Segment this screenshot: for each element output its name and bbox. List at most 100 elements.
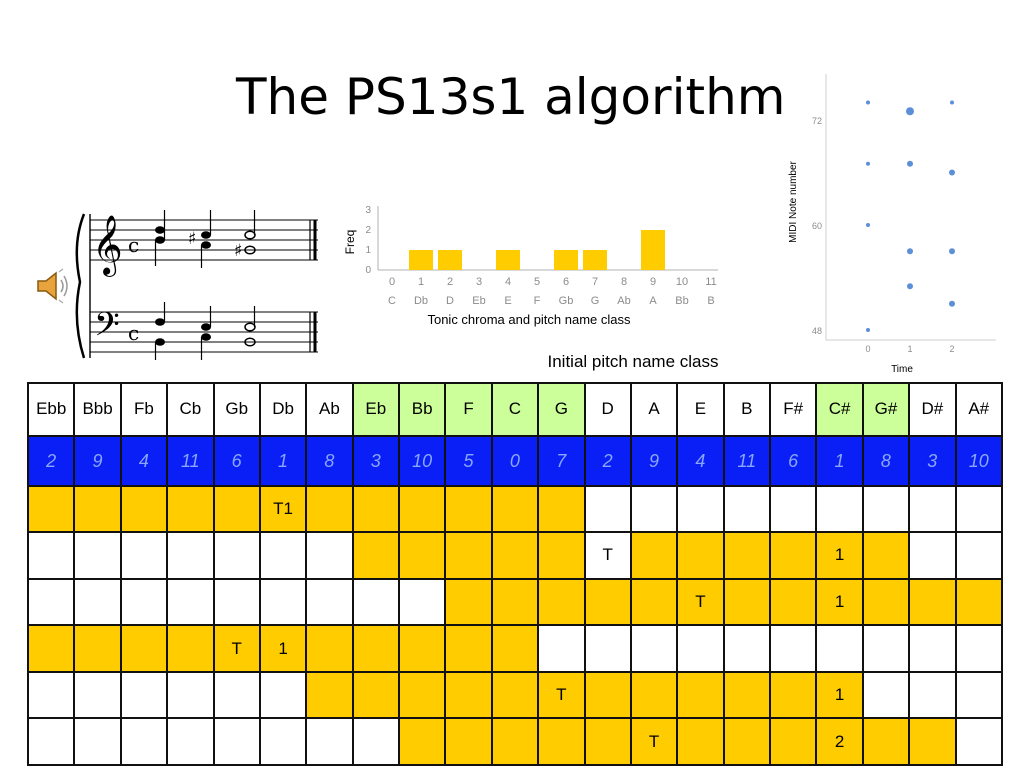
index-cell: 6 — [212, 434, 261, 487]
index-cell: 9 — [73, 434, 122, 487]
grid-cell — [26, 624, 76, 673]
grid-cell — [583, 717, 632, 766]
index-cell: 3 — [351, 434, 401, 487]
scatter-yticks: 72 60 48 — [812, 116, 822, 336]
grid-cell — [166, 670, 215, 720]
slide-title: The PS13s1 algorithm — [236, 68, 786, 126]
grid-cell — [490, 577, 540, 627]
index-cell: 11 — [166, 434, 215, 487]
svg-text:♯: ♯ — [234, 241, 242, 261]
x-number-label: 4 — [505, 276, 511, 288]
header-cell: B — [722, 382, 772, 437]
scatter-point — [907, 248, 913, 255]
ytick: 1 — [365, 245, 371, 256]
grid-cell — [537, 577, 586, 627]
header-cell: D — [583, 382, 632, 437]
grid-cell — [676, 531, 725, 580]
histogram-bar — [554, 250, 578, 270]
histogram-ylabel: Freq — [343, 230, 357, 255]
header-cell: A# — [954, 382, 1003, 437]
grid-cell — [722, 577, 772, 627]
grid-cell — [537, 624, 586, 673]
histogram-bar — [641, 230, 665, 270]
grid-cell — [119, 531, 169, 580]
grid-cell — [629, 577, 679, 627]
brace — [75, 213, 86, 359]
grid-cell — [768, 577, 818, 627]
grid-cell — [73, 670, 122, 720]
grid-cell — [861, 624, 911, 673]
grid-cell — [212, 577, 261, 627]
grid-cell — [212, 717, 261, 766]
ytick: 60 — [812, 221, 822, 231]
scatter-xlabel: Time — [891, 364, 913, 375]
header-cell: Bbb — [73, 382, 122, 437]
grid-cell — [73, 577, 122, 627]
grid-cell — [73, 531, 122, 580]
grid-cell — [166, 577, 215, 627]
grid-cell — [351, 484, 401, 534]
index-cell: 9 — [629, 434, 679, 487]
index-cell: 4 — [676, 434, 725, 487]
header-cell: Db — [258, 382, 308, 437]
index-cell: 8 — [305, 434, 354, 487]
bass-clef: 𝄢 — [94, 306, 120, 352]
histogram-yticks: 3 2 1 0 — [365, 205, 371, 276]
grid-cell — [583, 577, 632, 627]
grid-cell — [954, 624, 1003, 673]
grid-cell — [676, 670, 725, 720]
grid-cell — [861, 577, 911, 627]
grid-cell — [768, 670, 818, 720]
grid-cell — [861, 670, 911, 720]
grid-caption: Initial pitch name class — [547, 352, 719, 371]
header-cell: Bb — [397, 382, 447, 437]
index-cell: 10 — [954, 434, 1003, 487]
grid-cell — [815, 624, 864, 673]
x-name-label: C — [388, 295, 396, 307]
x-number-label: 9 — [650, 276, 656, 288]
grid-cell — [305, 577, 354, 627]
treble-clef: 𝄞 — [92, 215, 123, 277]
x-number-label: 5 — [534, 276, 540, 288]
index-cell: 3 — [908, 434, 957, 487]
grid-cell — [768, 624, 818, 673]
grid-cell — [258, 577, 308, 627]
treble-staff — [90, 219, 318, 261]
grid-cell — [305, 717, 354, 766]
grid-cell — [583, 484, 632, 534]
grid-cell — [119, 577, 169, 627]
histogram-bars — [409, 230, 665, 270]
x-name-label: Db — [414, 295, 428, 307]
grid-cell — [490, 717, 540, 766]
grid-cell — [444, 624, 493, 673]
grid-cell — [908, 717, 957, 766]
grid-cell — [676, 624, 725, 673]
grid-cell — [444, 717, 493, 766]
ytick: 3 — [365, 205, 371, 216]
grid-cell — [73, 484, 122, 534]
index-cell: 6 — [768, 434, 818, 487]
grid-cell — [629, 670, 679, 720]
midi-scatter-plot: MIDI Note number 72 60 48 0 1 2 Time — [788, 74, 996, 375]
index-cell: 10 — [397, 434, 447, 487]
xtick: 2 — [949, 344, 954, 354]
grid-cell — [676, 484, 725, 534]
scatter-xticks: 0 1 2 — [865, 344, 954, 354]
grid-cell — [26, 484, 76, 534]
grid-cell: 1 — [258, 624, 308, 673]
index-cell: 11 — [722, 434, 772, 487]
histogram-number-labels: 0 1 2 3 4 5 6 7 8 9 10 11 — [389, 276, 717, 288]
x-number-label: 3 — [476, 276, 482, 288]
grid-cell — [537, 717, 586, 766]
histogram-name-labels: C Db D Eb E F Gb G Ab A Bb B — [388, 295, 715, 307]
x-number-label: 7 — [592, 276, 598, 288]
grid-cell — [490, 670, 540, 720]
grid-cell — [351, 531, 401, 580]
grid-cell — [212, 670, 261, 720]
index-cell: 2 — [26, 434, 76, 487]
grid-cell — [397, 717, 447, 766]
speaker-icon[interactable] — [32, 268, 72, 304]
grid-cell: T — [212, 624, 261, 673]
grid-cell — [212, 531, 261, 580]
grid-cell — [583, 624, 632, 673]
